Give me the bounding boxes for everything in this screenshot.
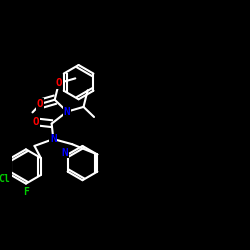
Text: O: O bbox=[56, 78, 62, 88]
Text: Cl: Cl bbox=[0, 174, 10, 184]
Text: O: O bbox=[36, 99, 43, 109]
Text: N: N bbox=[50, 134, 57, 144]
Text: O: O bbox=[33, 117, 40, 127]
Text: F: F bbox=[23, 187, 29, 197]
Text: N: N bbox=[61, 148, 68, 158]
Text: N: N bbox=[64, 107, 70, 117]
